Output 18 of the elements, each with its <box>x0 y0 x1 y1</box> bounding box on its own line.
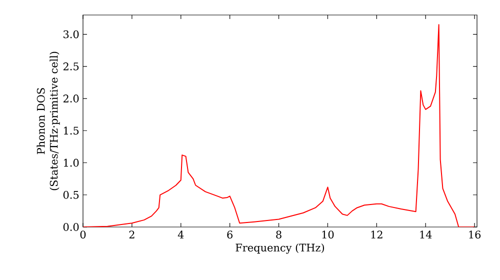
x-tick-label: 6 <box>227 230 232 239</box>
y-tick-label: 1.5 <box>64 126 79 135</box>
y-tick-label: 0.0 <box>63 223 79 231</box>
y-tick-label: 3.0 <box>64 30 79 38</box>
x-tick-label: 8 <box>276 230 282 239</box>
y-axis-title: Phonon DOS (States/THz·primitive cell) <box>36 52 60 190</box>
x-tick-label: 12 <box>371 230 382 238</box>
y-tick-label: 1.0 <box>64 158 79 167</box>
x-tick-label: 14 <box>420 230 432 238</box>
x-tick-label: 10 <box>322 230 334 239</box>
x-tick-label: 16 <box>469 230 481 239</box>
y-tick-label: 2.5 <box>63 62 79 70</box>
x-tick-label: 4 <box>178 230 184 238</box>
y-tick-label: 2.0 <box>63 94 79 102</box>
x-axis-title: Frequency (THz) <box>236 243 324 254</box>
x-tick-label: 2 <box>129 230 134 238</box>
x-tick-label: 0 <box>80 230 86 239</box>
y-tick-label: 0.5 <box>63 190 79 199</box>
